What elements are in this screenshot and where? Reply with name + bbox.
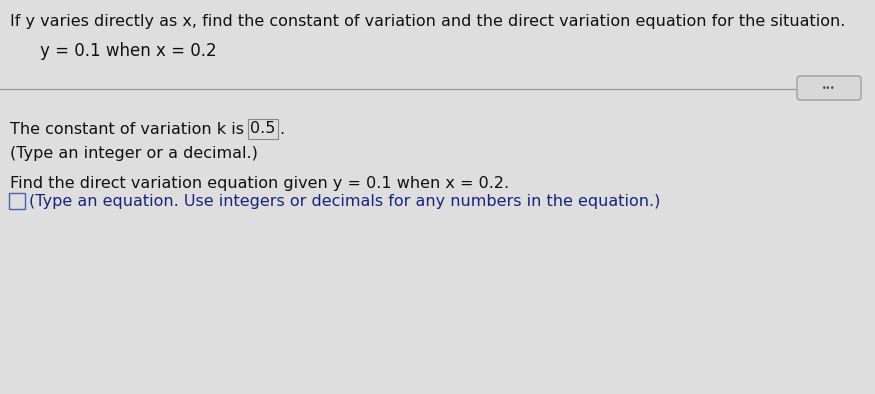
Text: Find the direct variation equation given y = 0.1 when x = 0.2.: Find the direct variation equation given… xyxy=(10,176,509,191)
Text: The constant of variation k is: The constant of variation k is xyxy=(10,122,249,137)
Text: (Type an equation. Use integers or decimals for any numbers in the equation.): (Type an equation. Use integers or decim… xyxy=(29,194,661,209)
Text: If y varies directly as x, find the constant of variation and the direct variati: If y varies directly as x, find the cons… xyxy=(10,14,845,29)
Text: (Type an integer or a decimal.): (Type an integer or a decimal.) xyxy=(10,146,258,161)
FancyBboxPatch shape xyxy=(9,193,25,209)
Text: •••: ••• xyxy=(822,84,836,93)
Text: y = 0.1 when x = 0.2: y = 0.1 when x = 0.2 xyxy=(40,42,217,60)
Text: 0.5: 0.5 xyxy=(250,121,276,136)
FancyBboxPatch shape xyxy=(797,76,861,100)
FancyBboxPatch shape xyxy=(248,119,278,139)
Text: .: . xyxy=(279,122,284,137)
